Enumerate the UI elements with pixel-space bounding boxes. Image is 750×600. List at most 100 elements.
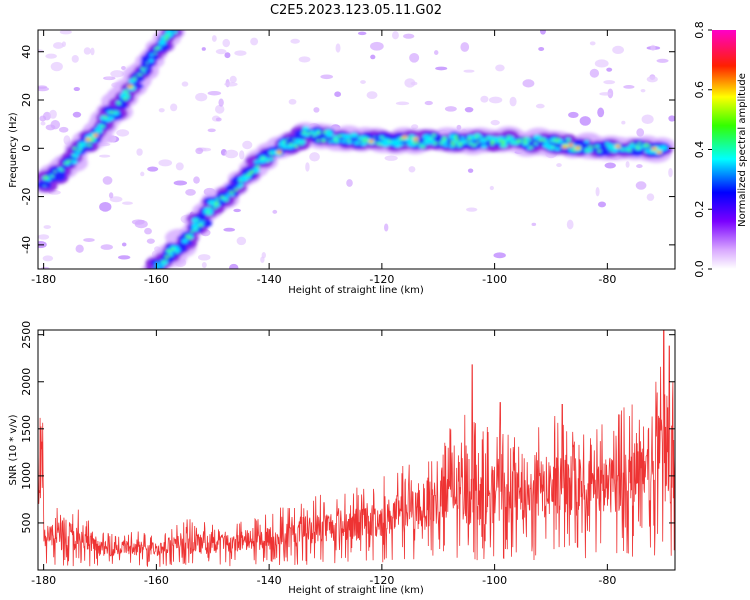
noise-blob (52, 42, 64, 49)
noise-blob (370, 41, 384, 51)
noise-blob (604, 162, 616, 169)
noise-blob (391, 31, 399, 40)
colorbar-ticks: 0.0 0.2 0.4 0.6 0.8 (693, 21, 712, 278)
spectral-blob (124, 90, 129, 93)
noise-blob (218, 98, 224, 107)
spectral-blob (335, 140, 339, 143)
spectral-blob (538, 138, 543, 142)
noise-blob (121, 65, 126, 70)
noise-blob (250, 37, 259, 46)
spectral-blob (44, 175, 49, 179)
spectral-blob (167, 33, 171, 35)
noise-blob (50, 120, 61, 130)
y-tick-label: 1500 (20, 415, 33, 443)
spectrogram-heatmap (38, 30, 675, 269)
noise-blob (197, 254, 211, 261)
spectral-blob (458, 142, 463, 146)
hot-spot-core (403, 136, 407, 139)
spectral-blob (203, 207, 213, 213)
spectral-blob (225, 193, 231, 197)
spectral-blob (148, 59, 154, 63)
hot-spot-core (414, 137, 418, 140)
spectral-blob (605, 144, 608, 147)
spectral-blob (360, 141, 367, 146)
spectral-blob (198, 224, 203, 227)
spectral-blob (244, 175, 247, 177)
spectral-blob (533, 134, 542, 140)
noise-blob (214, 104, 225, 114)
noise-blob (105, 76, 112, 81)
spectral-blob (508, 137, 513, 141)
spectrogram-y-ticks: -40 -20 0 20 40 (20, 45, 675, 254)
noise-blob (594, 59, 609, 68)
spectral-blob (72, 154, 79, 159)
noise-blob (444, 106, 457, 112)
spectral-blob (358, 142, 361, 144)
spectral-blob (292, 139, 296, 141)
spectral-blob (266, 159, 270, 162)
noise-blob (144, 227, 152, 235)
spectral-blob (394, 143, 402, 148)
spectral-blob (635, 144, 638, 146)
spectral-blob (412, 141, 416, 144)
spectral-blob (103, 125, 106, 127)
noise-blob (215, 48, 227, 55)
colorbar-label: Normalized spectral amplitude (737, 73, 748, 227)
spectral-blob (555, 141, 559, 144)
snr-x-ticks: -180 -160 -140 -120 -100 -80 (31, 330, 616, 587)
noise-blob (589, 68, 600, 78)
spectral-blob (282, 140, 287, 143)
spectral-blob (444, 138, 446, 140)
noise-blob (656, 58, 669, 63)
spectral-blob (464, 140, 467, 142)
hot-spot-core (653, 147, 656, 150)
spectral-blob (42, 182, 52, 189)
spectral-blob (234, 188, 238, 191)
spectral-blob (311, 131, 314, 133)
noise-blob (38, 234, 50, 240)
noise-blob (109, 196, 123, 203)
spectral-blob (510, 141, 514, 143)
snr-panel: -180 -160 -140 -120 -100 -80 500 1000 1500 2000 2… (8, 321, 676, 596)
spectral-blob (316, 131, 321, 135)
spectral-blob (327, 139, 330, 141)
noise-blob (522, 79, 535, 88)
spectral-blob (375, 142, 380, 145)
noise-blob (360, 80, 366, 84)
noise-blob (463, 69, 475, 73)
colorbar-tick-label: 0.4 (693, 141, 706, 159)
spectral-blob (171, 247, 175, 251)
noise-blob (335, 43, 341, 53)
noise-blob (566, 219, 574, 230)
spectral-blob (203, 220, 206, 223)
noise-blob (668, 115, 675, 122)
spectral-blob (288, 143, 293, 146)
x-tick-label: -160 (144, 574, 169, 587)
snr-series-line (38, 330, 675, 567)
noise-blob (384, 223, 389, 232)
snr-frame (37, 329, 676, 571)
spectral-blob (166, 249, 171, 253)
noise-blob (110, 70, 124, 78)
x-tick-label: -80 (598, 273, 616, 286)
spectral-blob (220, 195, 225, 199)
noise-blob (72, 111, 82, 118)
spectral-blob (363, 139, 368, 143)
noise-blob (305, 162, 310, 172)
hot-spot-core (369, 140, 373, 143)
spectral-blob (115, 104, 122, 108)
spectral-blob (517, 140, 522, 144)
spectral-blob (252, 168, 261, 174)
noise-blob (460, 42, 470, 52)
noise-blob (236, 236, 247, 246)
noise-blob (181, 81, 189, 87)
spectral-blob (637, 146, 641, 149)
spectral-blob (429, 137, 432, 140)
noise-blob (493, 252, 506, 259)
noise-blob (403, 33, 415, 39)
hot-spot-core (86, 138, 90, 141)
noise-blob (224, 52, 231, 59)
spectral-blob (301, 133, 305, 135)
y-tick-label: 20 (20, 93, 33, 107)
hot-spot-core (128, 85, 132, 88)
